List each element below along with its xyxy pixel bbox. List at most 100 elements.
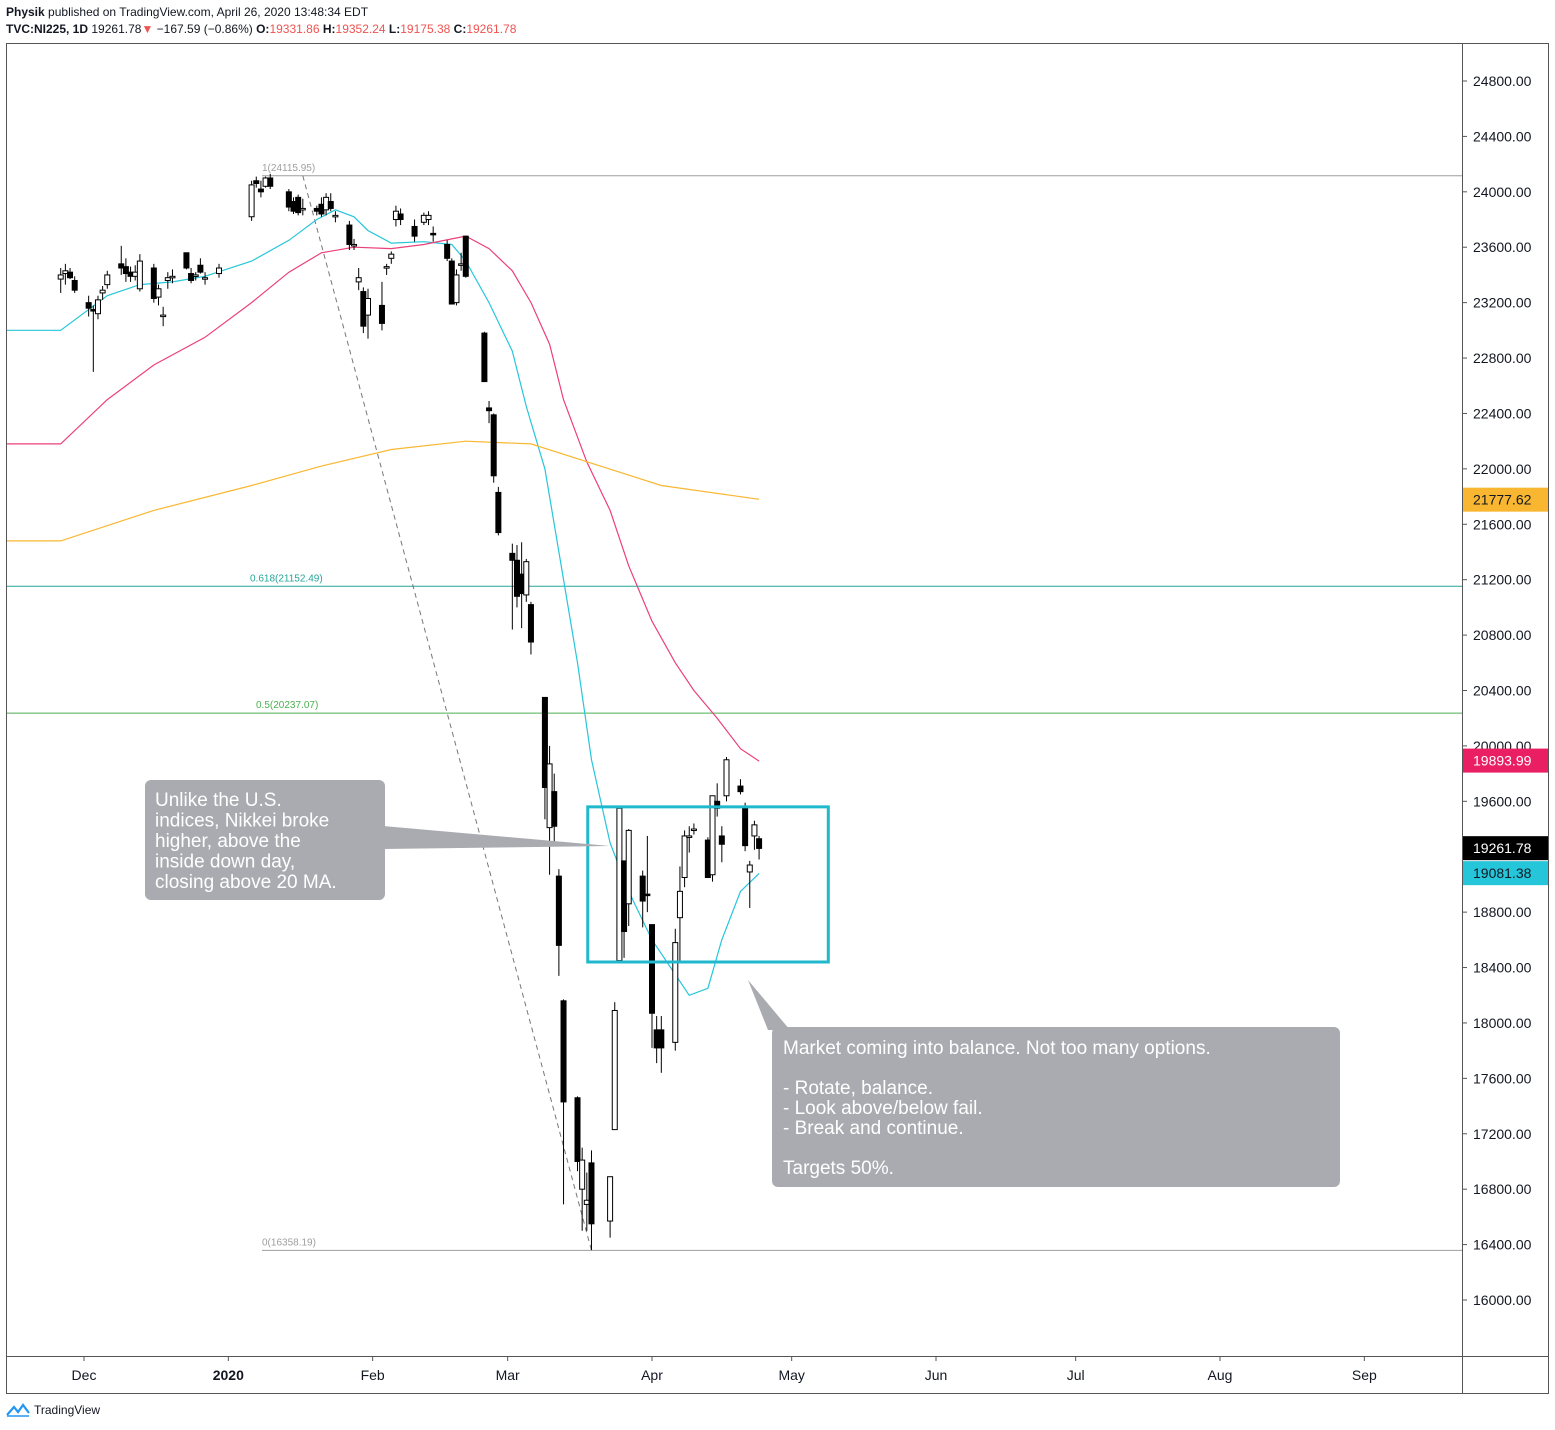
price-tick-label: 22000.00 — [1473, 461, 1532, 477]
candle-body — [57, 274, 64, 280]
moving-averages — [7, 209, 760, 997]
candle-body — [383, 266, 390, 269]
fib-level-label: 1(24115.95) — [262, 163, 315, 174]
time-tick-label: Feb — [361, 1367, 385, 1383]
note-box-right[interactable] — [772, 1027, 1340, 1187]
candle-body — [351, 243, 358, 247]
candle-body — [746, 864, 753, 873]
published-text: published on TradingView.com, April 26, … — [48, 5, 369, 19]
candle-body — [495, 491, 502, 534]
open-value: 19331.86 — [269, 22, 320, 36]
low-label: L: — [388, 22, 401, 36]
candle-body — [527, 604, 534, 643]
price-tick-label: 23200.00 — [1473, 295, 1532, 311]
price-label-text: 19893.99 — [1473, 753, 1532, 769]
candle-body — [71, 279, 78, 291]
close-value: 19261.78 — [466, 22, 517, 36]
candle-body — [99, 289, 106, 294]
price-tick-label: 23600.00 — [1473, 239, 1532, 255]
candle-body — [756, 838, 763, 849]
candle-body — [625, 829, 632, 905]
price-tick-label: 24400.00 — [1473, 128, 1532, 144]
candle-body — [295, 196, 302, 214]
price-tick-label: 21200.00 — [1473, 572, 1532, 588]
time-axis[interactable]: Dec 2020 Feb Mar Apr May Jun Jul Aug Sep — [72, 1356, 1377, 1383]
time-tick-label: Mar — [496, 1367, 520, 1383]
candle-body — [118, 263, 125, 269]
candle-body — [397, 213, 404, 221]
time-tick-label: Dec — [72, 1367, 97, 1383]
note-pointer — [748, 980, 790, 1030]
price-label-badge[interactable] — [1463, 861, 1548, 886]
annotation-notes[interactable]: Unlike the U.S. indices, Nikkei broke high… — [145, 780, 1340, 1187]
ma-line — [7, 440, 760, 542]
price-tick-label: 16800.00 — [1473, 1181, 1532, 1197]
candle-body — [737, 785, 744, 793]
candle-body — [611, 1009, 618, 1131]
price-axis[interactable]: 16000.00 16400.00 16800.00 17200.00 17600.00… — [1462, 73, 1548, 1308]
candle-body — [486, 407, 493, 412]
candle-body — [588, 1162, 595, 1225]
candle-body — [332, 214, 339, 218]
candles — [57, 173, 763, 1251]
time-tick-label: May — [778, 1367, 804, 1383]
candle-body — [551, 791, 558, 827]
price-tick-label: 24800.00 — [1473, 73, 1532, 89]
fib-trend-dashed-line[interactable] — [302, 175, 592, 1251]
candle-body — [649, 924, 655, 1014]
ma-line — [7, 235, 760, 762]
tradingview-logo-icon — [6, 1403, 30, 1417]
candle-body — [509, 552, 516, 561]
price-tick-label: 22400.00 — [1473, 405, 1532, 421]
candle-body — [453, 274, 460, 304]
open-label: O: — [256, 22, 270, 36]
candle-body — [690, 828, 697, 832]
tradingview-footer[interactable]: TradingView — [6, 1403, 100, 1417]
candle-body — [411, 225, 418, 237]
candle-body — [257, 188, 264, 193]
time-tick-label: Apr — [641, 1367, 663, 1383]
candle-body — [444, 243, 451, 259]
price-label-badge[interactable] — [1463, 487, 1548, 512]
candle-body — [718, 835, 725, 845]
candle-body — [541, 696, 548, 788]
candle-body — [183, 252, 190, 269]
fib-retracement[interactable]: 1(24115.95) 0.618(21152.49) 0.5(20237.07) 0… — [7, 163, 1462, 1251]
price-tick-label: 18800.00 — [1473, 904, 1532, 920]
candle-body — [490, 414, 497, 477]
candle-body — [607, 1176, 614, 1222]
close-label: C: — [453, 22, 467, 36]
price-label-badge[interactable] — [1463, 748, 1548, 773]
candle-body — [150, 267, 157, 299]
symbol-label: TVC:NI225, 1D — [6, 22, 89, 36]
candle-body — [723, 759, 730, 797]
candle-body — [672, 942, 679, 1043]
price-label-text: 19081.38 — [1473, 865, 1532, 881]
time-tick-label: Aug — [1208, 1367, 1233, 1383]
chart-frame — [6, 43, 1549, 1394]
note-box-left[interactable] — [145, 780, 385, 900]
candle-body — [560, 1000, 567, 1103]
balance-rectangle[interactable] — [586, 805, 830, 964]
note-text-left: Unlike the U.S. indices, Nikkei broke high… — [155, 790, 337, 893]
price-label-text: 21777.62 — [1473, 492, 1532, 508]
last-price: 19261.78 — [91, 22, 142, 36]
candle-body — [299, 207, 306, 211]
down-arrow-icon: ▼ — [141, 22, 154, 36]
candle-body — [658, 1029, 665, 1049]
candle-body — [104, 274, 111, 286]
price-tick-label: 21600.00 — [1473, 516, 1532, 532]
candle-body — [85, 302, 92, 309]
candle-body — [430, 232, 437, 236]
price-tick-label: 19600.00 — [1473, 793, 1532, 809]
fib-level-label: 0.618(21152.49) — [250, 573, 323, 584]
price-tick-label: 24000.00 — [1473, 184, 1532, 200]
candle-body — [169, 275, 176, 279]
candle-body — [378, 304, 385, 324]
balance-box[interactable] — [586, 805, 830, 964]
candle-body — [355, 277, 362, 283]
author-name: Physik — [6, 5, 45, 19]
price-label-badge[interactable] — [1463, 836, 1548, 861]
ma-line — [7, 209, 760, 997]
